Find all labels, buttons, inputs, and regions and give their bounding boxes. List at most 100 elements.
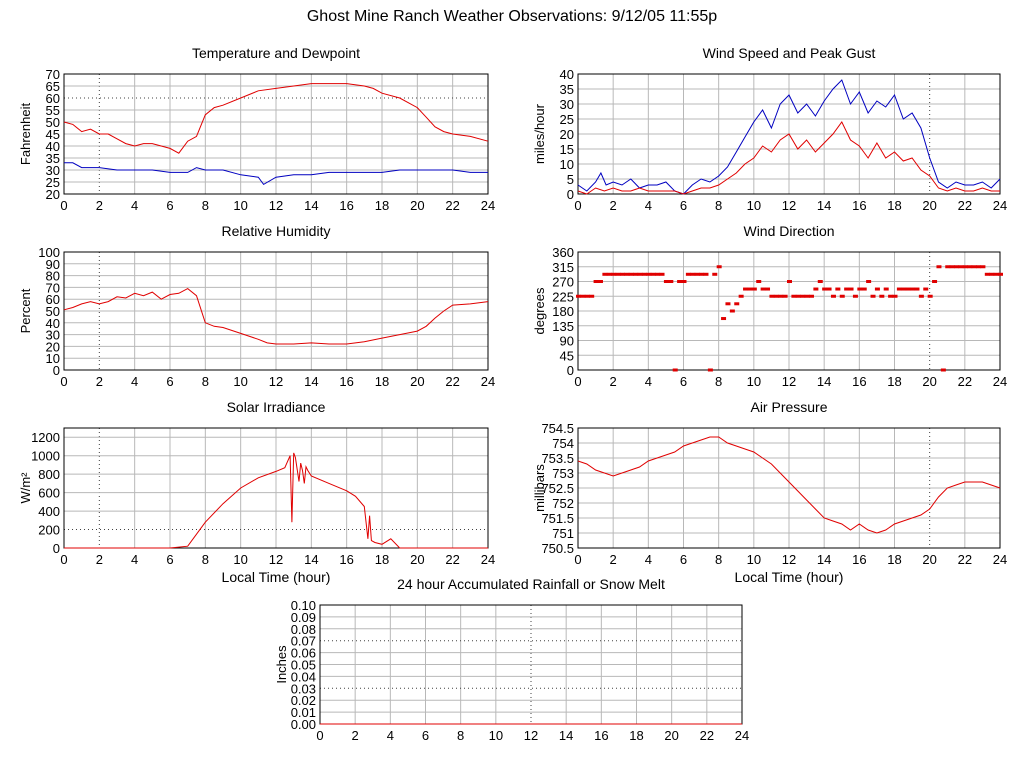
humidity-title: Relative Humidity: [222, 223, 331, 239]
wind-direction-xtick-label: 8: [715, 374, 722, 389]
wind-direction-point: [672, 368, 678, 372]
wind-direction-point: [743, 287, 749, 291]
pressure-xtick-label: 12: [782, 552, 796, 567]
solar-xtick-label: 24: [481, 552, 495, 567]
solar-ytick-label: 600: [38, 486, 60, 501]
solar-xtick-label: 18: [375, 552, 389, 567]
wind-direction-point: [628, 272, 634, 276]
pressure-title: Air Pressure: [750, 399, 827, 415]
wind-direction-ytick-label: 270: [552, 275, 574, 290]
wind-direction-ytick-label: 225: [552, 289, 574, 304]
rainfall-chart: 24 hour Accumulated Rainfall or Snow Mel…: [274, 576, 749, 743]
rainfall-ytick-label: 0.10: [291, 598, 316, 613]
pressure-series-line-0: [577, 436, 1001, 534]
humidity-ytick-label: 100: [38, 245, 60, 260]
temperature-xtick-label: 4: [131, 198, 138, 213]
wind-direction-point: [927, 294, 933, 298]
wind-speed-xtick-label: 10: [747, 198, 761, 213]
temperature-xtick-label: 2: [96, 198, 103, 213]
humidity-xtick-label: 14: [304, 374, 318, 389]
temperature-xtick-label: 10: [233, 198, 247, 213]
humidity-ytick-label: 80: [46, 269, 60, 284]
temperature-title: Temperature and Dewpoint: [192, 45, 360, 61]
wind-speed-frame: [577, 73, 1001, 195]
wind-direction-point: [765, 287, 771, 291]
temperature-xtick-label: 14: [304, 198, 318, 213]
rainfall-ytick-label: 0.09: [291, 610, 316, 625]
wind-direction-frame: [577, 251, 1001, 371]
wind-direction-point: [879, 294, 885, 298]
pressure-xtick-label: 14: [817, 552, 831, 567]
wind-direction-point: [800, 294, 806, 298]
wind-direction-point: [703, 272, 709, 276]
wind-speed-series-line-1: [577, 121, 1000, 195]
wind-speed-xtick-label: 12: [782, 198, 796, 213]
wind-direction-title: Wind Direction: [743, 223, 834, 239]
wind-direction-point: [716, 265, 722, 269]
wind-direction-ylabel: degrees: [532, 287, 547, 334]
wind-direction-point: [602, 272, 608, 276]
wind-direction-xtick-label: 10: [747, 374, 761, 389]
temperature-ytick-label: 65: [46, 79, 60, 94]
pressure-xtick-label: 18: [887, 552, 901, 567]
wind-direction-point: [958, 265, 964, 269]
rainfall-ylabel: Inches: [274, 645, 289, 684]
humidity-xtick-label: 8: [202, 374, 209, 389]
wind-direction-point: [699, 272, 705, 276]
pressure-ytick-label: 754.5: [541, 421, 574, 436]
solar-xtick-label: 6: [166, 552, 173, 567]
solar-xtick-label: 12: [269, 552, 283, 567]
wind-direction-point: [650, 272, 656, 276]
wind-direction-point: [663, 280, 669, 283]
wind-speed-series-line-0: [577, 79, 1001, 195]
pressure-xlabel: Local Time (hour): [735, 569, 844, 585]
wind-direction-point: [857, 287, 863, 291]
wind-direction-point: [914, 287, 920, 291]
humidity-xtick-label: 12: [269, 374, 283, 389]
rainfall-ytick-label: 0.07: [291, 634, 316, 649]
wind-direction-xtick-label: 24: [993, 374, 1007, 389]
wind-direction-point: [751, 287, 757, 291]
wind-direction-ytick-label: 315: [552, 260, 574, 275]
rainfall-xtick-label: 24: [735, 728, 749, 743]
rainfall-ytick-label: 0.01: [291, 705, 316, 720]
rainfall-xtick-label: 0: [316, 728, 323, 743]
wind-speed-ytick-label: 20: [560, 127, 574, 142]
wind-direction-point: [611, 272, 617, 276]
humidity-frame: [63, 251, 489, 371]
solar-ytick-label: 800: [38, 467, 60, 482]
pressure-xtick-label: 20: [922, 552, 936, 567]
wind-direction-point: [910, 287, 916, 291]
wind-direction-point: [791, 294, 797, 298]
wind-direction-point: [980, 265, 986, 269]
wind-direction-point: [637, 272, 643, 276]
wind-direction-point: [641, 272, 647, 276]
wind-direction-point: [619, 272, 625, 276]
wind-direction-point: [835, 287, 841, 291]
pressure-ytick-label: 753: [552, 466, 574, 481]
temperature-xtick-label: 18: [375, 198, 389, 213]
wind-direction-xtick-label: 20: [922, 374, 936, 389]
wind-speed-xtick-label: 24: [993, 198, 1007, 213]
wind-direction-point: [694, 272, 700, 276]
temperature-xtick-label: 20: [410, 198, 424, 213]
temperature-frame: [63, 73, 489, 195]
solar-xtick-label: 14: [304, 552, 318, 567]
rainfall-ytick-label: 0.06: [291, 646, 316, 661]
wind-direction-point: [668, 280, 674, 283]
wind-speed-xtick-label: 14: [817, 198, 831, 213]
solar-xtick-label: 20: [410, 552, 424, 567]
wind-direction-point: [971, 265, 977, 269]
humidity-ytick-label: 90: [46, 257, 60, 272]
temperature-series-line-0: [63, 83, 489, 154]
wind-direction-point: [808, 294, 814, 298]
humidity-xtick-label: 24: [481, 374, 495, 389]
rainfall-title: 24 hour Accumulated Rainfall or Snow Mel…: [397, 576, 665, 592]
wind-speed-ytick-label: 10: [560, 157, 574, 172]
wind-direction-point: [576, 294, 581, 298]
solar-ylabel: W/m²: [18, 472, 33, 504]
wind-direction-point: [954, 265, 960, 269]
